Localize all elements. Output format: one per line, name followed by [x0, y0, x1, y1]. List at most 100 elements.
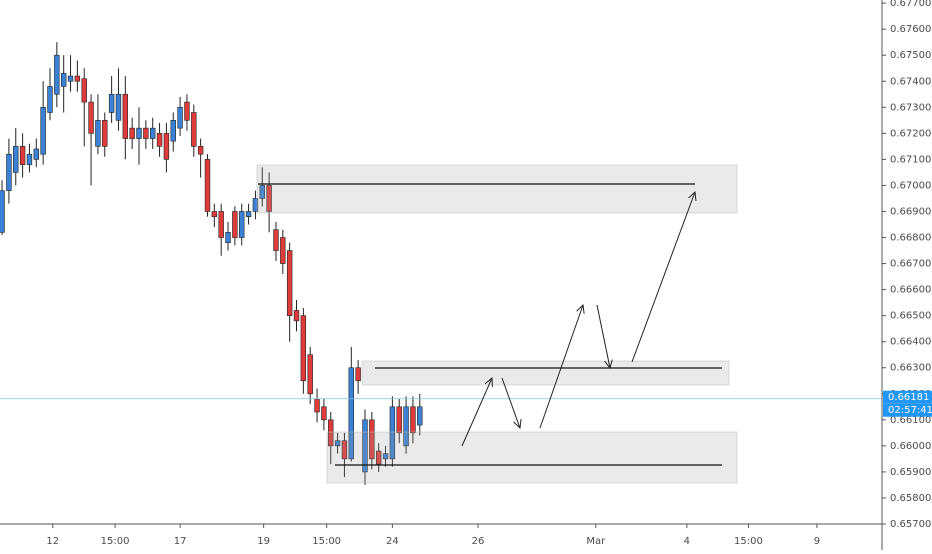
plot-area — [0, 42, 882, 485]
y-tick-label: 0.66600 — [890, 285, 931, 296]
candle-body — [81, 78, 87, 103]
candle-body — [389, 406, 396, 460]
candle-body — [334, 440, 341, 447]
candle-body — [410, 406, 416, 434]
candle-body — [341, 440, 348, 460]
y-tick-label: 0.66400 — [890, 337, 931, 348]
candle-body — [300, 315, 307, 382]
candle-body — [129, 127, 135, 139]
candle-body — [245, 211, 252, 217]
x-tick-label: 15:00 — [734, 536, 763, 547]
candle-body — [13, 146, 19, 173]
candle-body — [191, 112, 197, 147]
candle-body — [232, 211, 238, 238]
candle-body — [252, 198, 259, 212]
arrow — [461, 378, 492, 447]
y-tick-label: 0.66800 — [890, 233, 931, 244]
x-tick-label: 12 — [46, 536, 59, 547]
candle-body — [88, 101, 94, 134]
candle-body — [163, 133, 170, 160]
y-tick-label: 0.66300 — [890, 363, 931, 374]
x-tick-label: 9 — [814, 536, 820, 547]
y-tick-label: 0.67400 — [890, 76, 931, 87]
y-tick-label: 0.66900 — [890, 206, 931, 217]
y-tick-label: 0.67600 — [890, 24, 931, 35]
candle-body — [54, 54, 60, 95]
candle-body — [108, 93, 115, 113]
candle-body — [95, 120, 101, 147]
candle-body — [19, 146, 26, 165]
arrow — [596, 304, 610, 368]
candle-body — [417, 406, 423, 426]
candle-body — [286, 250, 293, 316]
y-tick-label: 0.66100 — [890, 415, 931, 426]
candle-body — [266, 185, 272, 212]
zone-box — [326, 431, 738, 484]
candle-body — [115, 93, 122, 121]
x-tick-label: 24 — [386, 536, 399, 547]
candle-body — [204, 159, 211, 212]
x-tick-label: Mar — [586, 536, 606, 547]
candle-body — [6, 153, 12, 191]
candle-body — [218, 211, 224, 238]
candle-body — [143, 127, 149, 139]
candle-body — [259, 185, 265, 199]
y-tick-label: 0.67300 — [890, 102, 931, 113]
candle-body — [33, 148, 39, 160]
candle-body — [156, 133, 163, 147]
candle-body — [102, 120, 108, 147]
arrow — [539, 305, 583, 429]
candle-body — [328, 419, 334, 447]
candle-body — [184, 101, 190, 121]
candle-body — [355, 367, 361, 382]
candle-body — [293, 310, 300, 322]
y-tick-label: 0.66500 — [890, 311, 931, 322]
candle-body — [225, 232, 231, 244]
candle-body — [211, 211, 218, 217]
candle-body — [375, 450, 382, 465]
candle-body — [403, 406, 409, 447]
candle-body — [382, 453, 389, 460]
candle-body — [239, 211, 245, 238]
candle-body — [177, 107, 183, 129]
candle-body — [396, 406, 402, 434]
candle-body — [273, 229, 279, 251]
price-label: 0.66181 — [888, 392, 929, 403]
zone-box — [361, 360, 730, 386]
y-tick-label: 0.67000 — [890, 180, 931, 191]
y-tick-label: 0.67200 — [890, 128, 931, 139]
candle-body — [60, 73, 67, 87]
candle-body — [170, 120, 176, 142]
candle-body — [197, 146, 204, 155]
y-tick-label: 0.67100 — [890, 154, 931, 165]
zone-box — [256, 164, 738, 214]
y-tick-label: 0.66700 — [890, 259, 931, 270]
candle-body — [26, 153, 33, 165]
candle-body — [0, 190, 5, 233]
arrow — [631, 192, 695, 363]
arrow — [501, 377, 520, 428]
y-tick-label: 0.65900 — [890, 467, 931, 478]
candle-body — [122, 93, 129, 139]
candle-body — [136, 127, 142, 139]
x-tick-label: 26 — [472, 536, 485, 547]
x-tick-label: 4 — [684, 536, 690, 547]
candle-body — [67, 75, 74, 82]
candle-body — [74, 75, 81, 82]
candle-body — [40, 107, 46, 155]
countdown-label: 02:57:41 — [888, 405, 932, 416]
candle-body — [314, 398, 320, 413]
y-tick-label: 0.66000 — [890, 441, 931, 452]
x-tick-label: 17 — [174, 536, 187, 547]
x-tick-label: 15:00 — [312, 536, 341, 547]
candle-body — [321, 406, 327, 421]
candle-body — [307, 354, 313, 395]
price-label-box — [883, 390, 932, 404]
y-tick-label: 0.65700 — [890, 519, 931, 530]
countdown-box — [883, 403, 932, 417]
candle-body — [362, 419, 368, 473]
y-tick-label: 0.67700 — [890, 0, 931, 9]
x-tick-label: 15:00 — [101, 536, 130, 547]
